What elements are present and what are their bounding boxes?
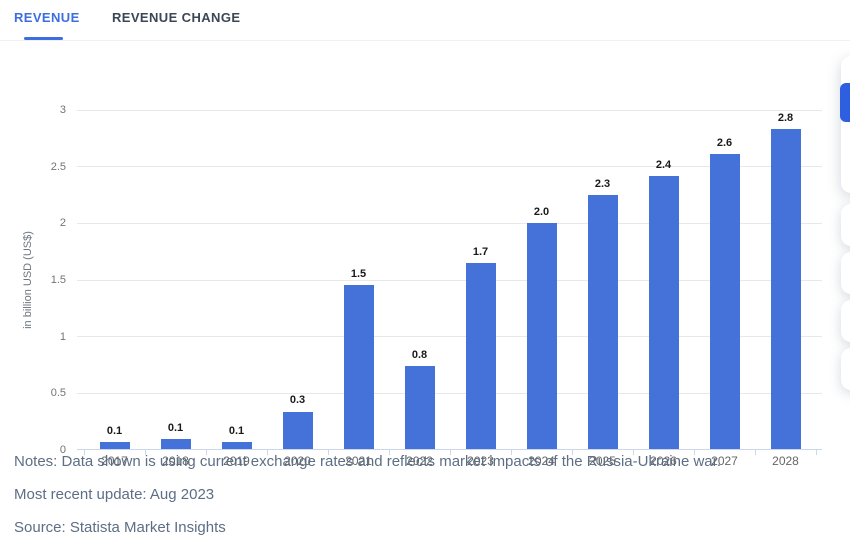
x-axis-label-2023: 2023	[467, 454, 494, 468]
x-axis-tick	[327, 450, 329, 455]
x-axis-tick	[510, 450, 512, 455]
x-axis-tick	[144, 450, 146, 455]
bar-slot-2018: 0.1	[145, 110, 206, 450]
bar-value-label: 0.8	[411, 349, 428, 362]
chart-source: Source: Statista Market Insights	[14, 519, 226, 536]
side-toolbar-button-3[interactable]	[841, 300, 850, 342]
bar-value-label: 2.8	[777, 112, 794, 125]
bar-value-label: 2.6	[716, 137, 733, 150]
x-axis-tick	[205, 450, 207, 455]
tab-revenue[interactable]: REVENUE	[14, 10, 80, 25]
bar-value-label: 0.1	[167, 421, 184, 434]
gridline	[77, 222, 822, 224]
bar-slot-2027: 2.6	[694, 110, 755, 450]
y-tick-label: 0	[59, 444, 66, 456]
y-tick-label: 3	[59, 104, 66, 116]
x-axis-label-2025: 2025	[589, 454, 616, 468]
x-axis-tick	[449, 450, 451, 455]
bar-slot-2020: 0.3	[267, 110, 328, 450]
chart-notes: Notes: Data shown is using current excha…	[14, 453, 721, 470]
bar-2017[interactable]	[99, 442, 130, 450]
x-axis-label-2019: 2019	[223, 454, 250, 468]
x-axis-tick	[754, 450, 756, 455]
x-axis-line	[77, 449, 822, 450]
bar-value-label: 0.1	[228, 425, 245, 438]
y-tick-label: 2	[59, 217, 66, 230]
x-axis-label-2020: 2020	[284, 454, 311, 468]
bar-slot-2017: 0.1	[84, 110, 145, 450]
bar-slot-2026: 2.4	[633, 110, 694, 450]
bar-2024[interactable]	[526, 223, 557, 450]
bar-value-label: 1.5	[350, 267, 367, 280]
bar-value-label: 2.0	[533, 206, 550, 219]
bar-2023[interactable]	[465, 263, 496, 450]
bar-value-label: 0.3	[289, 394, 306, 407]
chart-update-date: Most recent update: Aug 2023	[14, 486, 215, 503]
x-axis-tick	[83, 450, 85, 455]
x-axis-label-2027: 2027	[711, 454, 738, 468]
bar-2018[interactable]	[160, 438, 191, 450]
x-axis-label-2017: 2017	[101, 454, 128, 468]
x-axis-labels: 2017 2018 2019 2020 2021 2022 2023 2024 2025 2026…	[84, 454, 816, 468]
bar-slot-2022: 0.8	[389, 110, 450, 450]
bar-slot-2019: 0.1	[206, 110, 267, 450]
bar-2025[interactable]	[587, 195, 618, 450]
bar-slot-2021: 1.5	[328, 110, 389, 450]
revenue-bar-chart: in billion USD (US$) 0 0.5 1 1.5 2 2.5 3 0.1 0.…	[0, 41, 850, 468]
side-toolbar-active-button[interactable]	[840, 83, 850, 122]
bar-2019[interactable]	[221, 442, 252, 450]
x-axis-label-2028: 2028	[772, 454, 799, 468]
x-axis-label-2022: 2022	[406, 454, 433, 468]
x-axis-tick	[632, 450, 634, 455]
side-toolbar-card	[841, 56, 850, 193]
gridline	[77, 392, 822, 394]
bar-value-label: 2.3	[594, 178, 611, 190]
bar-slot-2023: 1.7	[450, 110, 511, 450]
bar-2020[interactable]	[282, 411, 313, 450]
x-axis-label-2021: 2021	[345, 454, 372, 468]
y-tick-label: 2.5	[50, 160, 66, 173]
side-toolbar-button-4[interactable]	[841, 348, 850, 390]
bar-2026[interactable]	[648, 175, 679, 450]
tab-revenue-change[interactable]: REVENUE CHANGE	[112, 10, 241, 25]
side-toolbar-button-1[interactable]	[841, 204, 850, 246]
bar-value-label: 2.4	[655, 158, 672, 171]
gridline	[77, 166, 822, 168]
x-axis-label-2026: 2026	[650, 454, 677, 468]
bar-slot-2024: 2.0	[511, 110, 572, 450]
bar-slot-2025: 2.3	[572, 110, 633, 450]
active-tab-underline	[24, 37, 63, 40]
y-tick-label: 1	[59, 330, 66, 343]
x-axis-tick	[815, 450, 817, 455]
bar-2027[interactable]	[709, 154, 740, 450]
bar-slot-2028: 2.8	[755, 110, 816, 450]
side-toolbar-button-2[interactable]	[841, 252, 850, 294]
bar-value-label: 0.1	[106, 425, 123, 438]
gridline	[77, 109, 822, 111]
x-axis-tick	[388, 450, 390, 455]
bar-2021[interactable]	[343, 284, 374, 450]
bar-2022[interactable]	[404, 366, 435, 450]
bar-value-label: 1.7	[472, 246, 489, 258]
x-axis-tick	[693, 450, 695, 455]
x-axis-label-2024: 2024	[528, 454, 555, 468]
x-axis-tick	[571, 450, 573, 455]
gridline	[77, 336, 822, 338]
gridline	[77, 279, 822, 281]
tab-bar-divider	[0, 40, 850, 41]
bar-2028[interactable]	[770, 129, 801, 450]
y-tick-label: 1.5	[50, 274, 66, 286]
y-tick-label: 0.5	[50, 387, 66, 400]
bar-series: 0.1 0.1 0.1 0.3 1.5 0.8 1.7 2.0 2.3 2.4 2.6 2.8	[84, 110, 816, 450]
x-axis-label-2018: 2018	[162, 454, 189, 468]
x-axis-tick	[266, 450, 268, 455]
